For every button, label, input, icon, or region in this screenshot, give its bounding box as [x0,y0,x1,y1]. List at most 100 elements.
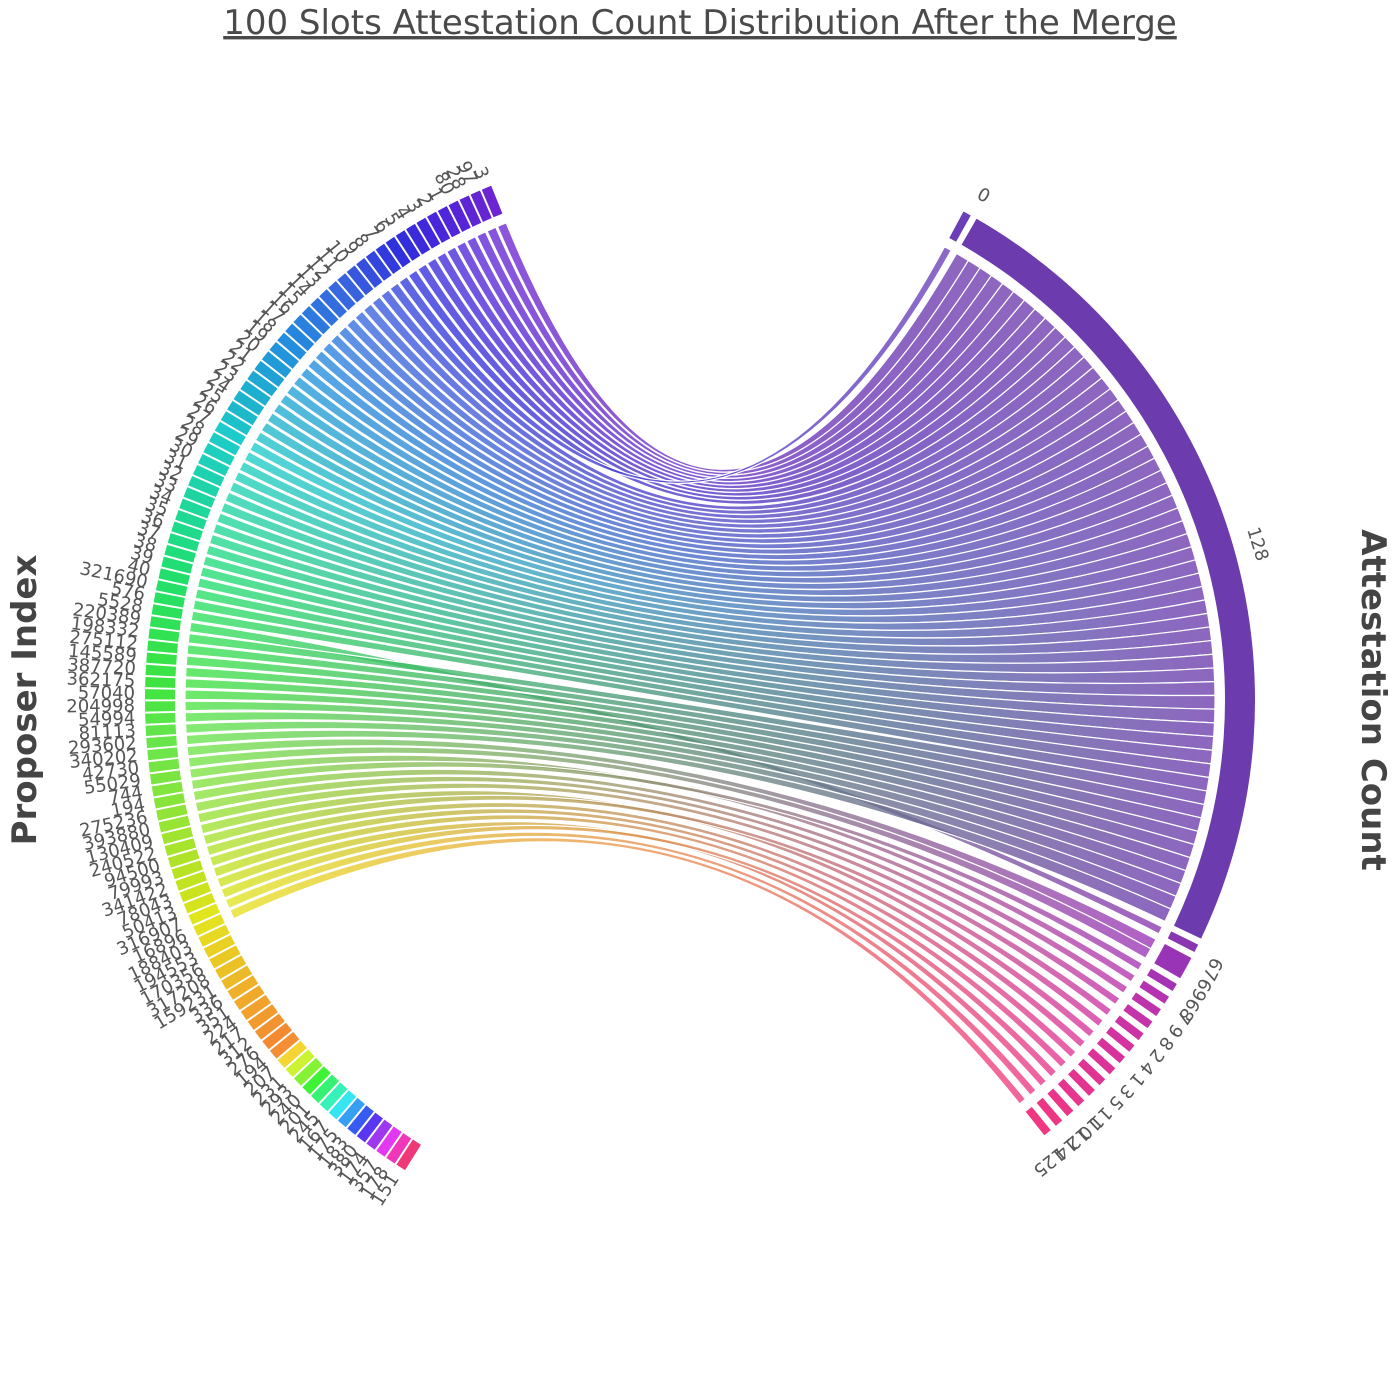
attestation-segment[interactable] [1077,1058,1106,1086]
proposer-segment[interactable] [148,758,180,773]
proposer-segment[interactable] [145,676,176,688]
proposer-segment[interactable] [203,935,235,958]
proposer-segment[interactable] [145,724,177,736]
proposer-segment[interactable] [171,860,204,880]
proposer-segment[interactable] [385,236,411,268]
proposer-segment[interactable] [356,258,383,288]
proposer-segment[interactable] [179,498,211,519]
proposer-segment[interactable] [293,1057,323,1086]
proposer-segment[interactable] [234,985,265,1011]
proposer-segment[interactable] [167,849,200,868]
proposer-segment[interactable] [302,1066,331,1095]
proposer-segment[interactable] [208,432,241,456]
proposer-segment[interactable] [311,1074,339,1103]
attestation-segment[interactable] [1123,1004,1153,1029]
attestation-segment[interactable] [1154,944,1192,979]
ribbon[interactable] [190,760,1144,971]
proposer-segment[interactable] [301,306,331,335]
proposer-segment[interactable] [145,664,177,677]
attestation-segment[interactable] [1131,992,1161,1017]
attestation-segment[interactable] [1025,1106,1051,1136]
proposer-segment[interactable] [328,1090,357,1120]
proposer-segment[interactable] [310,297,339,327]
proposer-segment[interactable] [164,838,197,856]
proposer-segment[interactable] [277,1040,307,1068]
attestation-segment[interactable] [1036,1097,1063,1126]
proposer-segment[interactable] [227,400,258,426]
proposer-segment[interactable] [285,323,315,352]
proposer-segment[interactable] [171,521,203,541]
proposer-segment[interactable] [179,882,212,903]
proposer-segment[interactable] [262,1022,292,1050]
proposer-segment[interactable] [247,1004,278,1030]
proposer-segment[interactable] [375,243,402,274]
proposer-segment[interactable] [269,341,299,369]
ribbon[interactable] [187,746,1152,960]
proposer-segment[interactable] [386,1133,412,1164]
ribbon[interactable] [192,768,1129,995]
proposer-segment[interactable] [221,965,253,990]
proposer-segment[interactable] [365,250,392,281]
proposer-segment[interactable] [240,380,271,406]
proposer-segment[interactable] [153,592,185,608]
proposer-segment[interactable] [406,223,431,255]
proposer-segment[interactable] [233,390,265,416]
ribbon[interactable] [220,824,1058,1078]
proposer-segment[interactable] [161,556,193,574]
attestation-segment[interactable] [1057,1078,1085,1107]
proposer-segment[interactable] [247,370,278,397]
proposer-segment[interactable] [193,914,225,936]
proposer-segment[interactable] [146,652,177,665]
attestation-segment[interactable] [1047,1088,1074,1117]
proposer-segment[interactable] [285,1049,315,1077]
proposer-segment[interactable] [416,217,441,249]
proposer-segment[interactable] [183,487,216,508]
proposer-segment[interactable] [151,781,184,797]
proposer-segment[interactable] [192,464,225,487]
proposer-segment[interactable] [158,568,190,585]
attestation-segment[interactable] [1096,1037,1126,1064]
proposer-segment[interactable] [155,580,188,597]
proposer-segment[interactable] [214,421,246,446]
proposer-segment[interactable] [146,735,177,749]
proposer-segment[interactable] [337,273,365,303]
proposer-segment[interactable] [395,230,421,261]
proposer-segment[interactable] [319,1082,348,1112]
proposer-segment[interactable] [337,1097,365,1128]
proposer-segment[interactable] [470,190,492,222]
ribbon[interactable] [224,831,1037,1097]
proposer-segment[interactable] [188,476,220,498]
ribbon[interactable] [229,837,1027,1105]
proposer-segment[interactable] [151,604,183,619]
attestation-segment[interactable] [1139,980,1170,1004]
proposer-segment[interactable] [147,747,179,761]
ribbon[interactable] [205,801,1087,1049]
proposer-segment[interactable] [175,871,207,891]
attestation-segment[interactable] [1167,931,1199,953]
proposer-segment[interactable] [215,955,247,979]
proposer-segment[interactable] [328,281,356,311]
proposer-segment[interactable] [220,411,252,436]
proposer-segment[interactable] [293,314,323,343]
proposer-segment[interactable] [254,360,285,387]
attestation-segment[interactable] [1087,1048,1116,1075]
proposer-segment[interactable] [254,1013,285,1040]
proposer-segment[interactable] [161,827,194,845]
proposer-segment[interactable] [437,206,461,238]
ribbon[interactable] [185,729,1172,923]
proposer-segment[interactable] [209,945,241,969]
ribbon[interactable] [196,782,1113,1017]
proposer-segment[interactable] [481,185,503,218]
proposer-segment[interactable] [427,211,451,243]
attestation-segment[interactable] [949,211,971,242]
ribbon[interactable] [208,808,1077,1059]
proposer-segment[interactable] [158,815,191,833]
proposer-segment[interactable] [167,533,200,552]
proposer-segment[interactable] [149,616,182,631]
proposer-segment[interactable] [448,200,471,232]
proposer-segment[interactable] [459,195,482,227]
proposer-segment[interactable] [145,712,176,724]
proposer-segment[interactable] [198,924,230,947]
attestation-segment[interactable] [1147,968,1177,992]
proposer-segment[interactable] [261,351,292,378]
